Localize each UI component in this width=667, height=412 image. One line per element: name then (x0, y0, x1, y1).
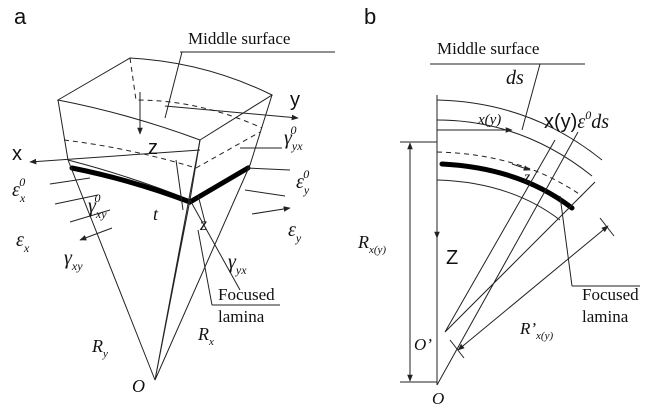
symbol: O (132, 376, 145, 396)
symbol: γyx0 (284, 123, 303, 153)
panel-label: b (364, 4, 376, 29)
axis-label: Z (446, 247, 458, 269)
symbol: x(y) (477, 112, 501, 128)
sub: xy (71, 259, 83, 273)
edge (250, 95, 272, 165)
label: Middle surface (188, 29, 290, 48)
symbol: εx0 (12, 175, 26, 205)
label: lamina (218, 307, 265, 326)
symbol: γxy (64, 247, 83, 273)
base: R (91, 336, 103, 356)
sub: x (208, 336, 214, 348)
focused-lamina (442, 164, 572, 208)
symbol: εx (16, 229, 30, 255)
sub: y (303, 183, 310, 197)
panel-label: a (14, 4, 27, 29)
symbol: εy (288, 219, 302, 245)
base: R (357, 232, 369, 252)
symbol: z (523, 169, 531, 186)
axis-label: z (148, 137, 158, 159)
figure: a Middle surface y x z γyx0 εy0 εx0 γxy0… (0, 0, 667, 412)
symbol: εy0 (296, 167, 310, 197)
symbol: ds (506, 67, 524, 89)
symbol: R’x(y) (519, 319, 553, 342)
sup: 0 (291, 123, 297, 137)
sub: x (19, 191, 26, 205)
axis-label: x (12, 143, 22, 165)
symbol: Rx (197, 324, 214, 348)
symbol: x(y)ε0ds (544, 108, 609, 133)
label: Focused (582, 285, 639, 304)
base: R’ (519, 319, 536, 338)
base: R (197, 324, 209, 344)
symbol: γxy0 (88, 191, 107, 221)
label: Middle surface (437, 39, 539, 58)
stress-arrows (240, 148, 290, 214)
symbol: Rx(y) (357, 232, 386, 256)
sub: y (295, 231, 302, 245)
sub: x(y) (368, 244, 386, 256)
sup: 0 (95, 191, 101, 205)
axis-label: y (290, 89, 300, 111)
symbol: O (432, 389, 444, 408)
top-face (58, 58, 272, 140)
label: Focused (218, 285, 275, 304)
rest: ds (591, 111, 609, 133)
symbol: Ry (91, 336, 108, 360)
middle-surface (64, 132, 260, 168)
radius-lines (437, 132, 595, 385)
base: ε (16, 229, 24, 251)
label: lamina (582, 307, 629, 326)
sub: x (23, 241, 30, 255)
sup: 0 (303, 167, 309, 181)
sub: y (102, 348, 108, 360)
symbol: O’ (414, 335, 432, 354)
symbol: z (199, 214, 207, 234)
base: x(y) (544, 111, 577, 133)
symbol: t (153, 204, 159, 224)
sup: 0 (19, 175, 25, 189)
hidden-edge (130, 58, 262, 128)
sub: yx (291, 139, 303, 153)
base: ε (288, 219, 296, 241)
edge (58, 100, 68, 160)
sub: x(y) (535, 330, 553, 342)
sub: xy (95, 207, 107, 221)
sub: yx (235, 263, 247, 277)
x-axis (30, 150, 200, 162)
eps: ε (577, 111, 585, 133)
